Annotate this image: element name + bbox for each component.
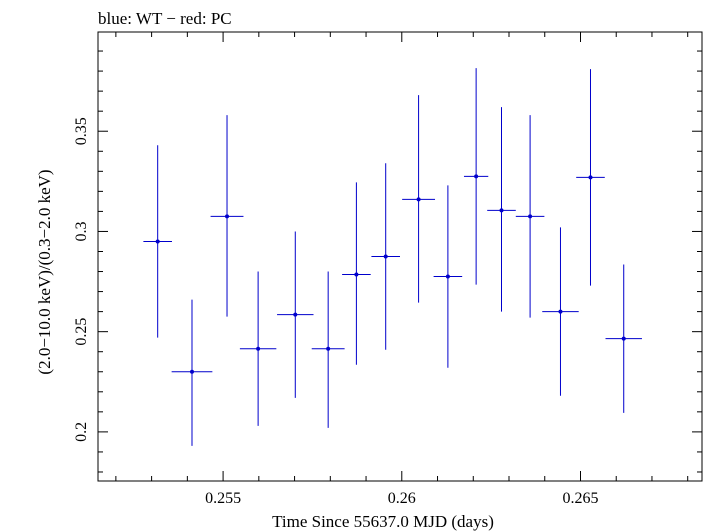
data-point [143, 145, 172, 338]
point-marker [293, 312, 298, 317]
plot-frame [97, 31, 703, 482]
data-point [371, 163, 400, 350]
point-marker [588, 175, 593, 180]
y-axis: 0.2 0.25 0.3 0.35 [73, 50, 702, 473]
x-tick-label: 0.255 [205, 490, 241, 507]
data-point [342, 182, 371, 365]
data-point [542, 227, 579, 396]
data-point [311, 271, 345, 428]
data-point [487, 107, 516, 312]
point-marker [256, 346, 261, 351]
point-marker [383, 254, 388, 259]
point-marker [558, 309, 563, 314]
point-marker [416, 197, 421, 202]
x-tick-label: 0.26 [388, 490, 416, 507]
data-point [605, 264, 642, 413]
chart-title: blue: WT − red: PC [98, 9, 232, 28]
data-point [171, 299, 213, 446]
data-point [402, 95, 436, 303]
point-marker [499, 208, 504, 213]
point-marker [189, 369, 194, 374]
data-point [210, 115, 244, 317]
data-series [143, 68, 642, 446]
data-point [433, 185, 463, 368]
point-marker [621, 336, 626, 341]
y-tick-label: 0.35 [73, 117, 90, 145]
point-marker [225, 214, 230, 219]
point-marker [528, 214, 533, 219]
y-tick-label: 0.2 [73, 422, 90, 442]
point-marker [354, 272, 359, 277]
data-point [576, 69, 605, 286]
x-axis: 0.255 0.26 0.265 [115, 32, 689, 507]
data-point [239, 271, 277, 426]
point-marker [445, 274, 450, 279]
data-point [515, 115, 545, 318]
x-tick-label: 0.265 [562, 490, 598, 507]
y-tick-label: 0.3 [73, 221, 90, 241]
point-marker [326, 346, 331, 351]
y-tick-label: 0.25 [73, 318, 90, 346]
data-point [463, 68, 489, 285]
data-point [277, 231, 314, 398]
point-marker [155, 239, 160, 244]
x-axis-title: Time Since 55637.0 MJD (days) [272, 512, 494, 531]
point-marker [474, 174, 479, 179]
y-axis-title: (2.0−10.0 keV)/(0.3−2.0 keV) [35, 169, 54, 374]
